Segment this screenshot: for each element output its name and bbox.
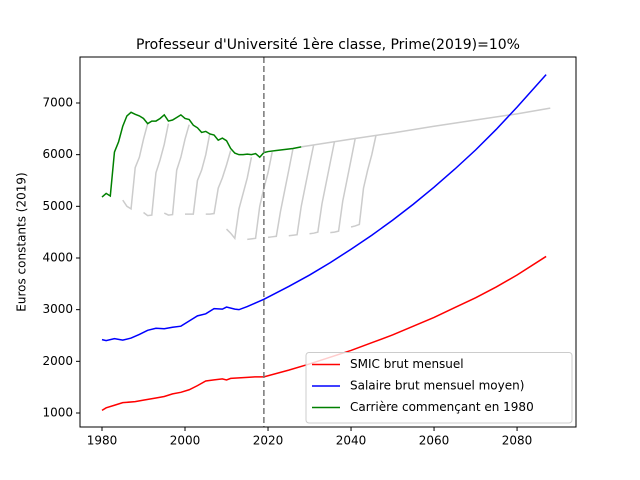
series-line <box>122 123 149 211</box>
y-tick-label: 6000 <box>42 147 73 161</box>
series-line <box>301 107 551 148</box>
y-tick-label: 3000 <box>42 302 73 316</box>
chart-title: Professeur d'Université 1ère classe, Pri… <box>136 37 520 53</box>
y-tick-label: 2000 <box>42 354 73 368</box>
x-tick-label: 2080 <box>502 434 533 448</box>
x-tick-label: 2040 <box>336 434 367 448</box>
series-line <box>205 150 232 215</box>
series-line <box>247 151 273 241</box>
legend-label: Carrière commençant en 1980 <box>350 400 534 414</box>
legend-label: Salaire brut mensuel moyen) <box>350 379 524 393</box>
y-tick-label: 1000 <box>42 405 73 419</box>
y-axis-label: Euros constants (2019) <box>15 172 29 311</box>
y-tick-label: 7000 <box>42 95 73 109</box>
series-line <box>288 144 315 237</box>
y-tick-label: 4000 <box>42 250 73 264</box>
series-line <box>330 138 356 234</box>
x-tick-label: 2020 <box>253 434 284 448</box>
series-line <box>350 135 377 228</box>
series-line <box>143 123 170 217</box>
x-tick-label: 1980 <box>87 434 118 448</box>
plot-frame <box>79 56 577 428</box>
series-line <box>267 148 294 239</box>
series-line <box>101 255 547 412</box>
x-tick-label: 2060 <box>419 434 450 448</box>
legend-label: SMIC brut mensuel <box>350 357 464 371</box>
x-tick-label: 2000 <box>170 434 201 448</box>
series-line <box>101 111 302 198</box>
legend-box <box>305 352 573 424</box>
series-line <box>309 141 336 235</box>
series-line <box>163 124 190 216</box>
series-line <box>225 157 253 241</box>
series-line <box>101 74 547 342</box>
y-tick-label: 5000 <box>42 199 73 213</box>
series-line <box>185 132 211 215</box>
